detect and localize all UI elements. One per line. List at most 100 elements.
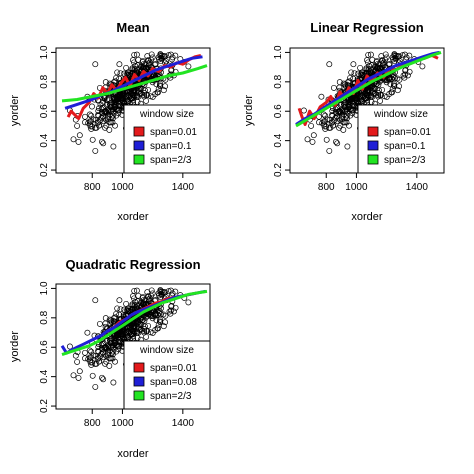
scatter-point xyxy=(154,311,161,318)
scatter-point xyxy=(169,56,175,63)
scatter-point xyxy=(139,57,146,64)
scatter-point xyxy=(406,68,413,75)
scatter-point xyxy=(391,51,398,58)
legend-label: span=0.01 xyxy=(150,363,197,374)
y-axis-label: yorder xyxy=(243,95,255,127)
scatter-point xyxy=(321,118,328,125)
scatter-point xyxy=(101,345,108,351)
scatter-point xyxy=(82,355,88,362)
y-tick-label: 0.6 xyxy=(39,104,50,118)
x-axis-label: xorder xyxy=(117,211,149,223)
scatter-point xyxy=(185,63,192,70)
scatter-point xyxy=(116,61,123,68)
scatter-point xyxy=(396,83,403,90)
legend-swatch xyxy=(133,376,145,387)
scatter-point xyxy=(375,81,382,88)
scatter-point xyxy=(342,99,349,106)
legend-title: window size xyxy=(139,109,194,120)
scatter-point xyxy=(131,51,138,58)
scatter-point xyxy=(106,119,113,126)
scatter-point xyxy=(76,368,83,375)
scatter-point xyxy=(368,62,375,69)
scatter-point xyxy=(139,293,146,300)
scatter-point xyxy=(167,310,174,317)
scatter-point xyxy=(133,51,140,58)
scatter-point xyxy=(394,87,401,94)
legend-label: span=0.01 xyxy=(384,127,431,138)
legend-swatch xyxy=(133,126,145,137)
scatter-point xyxy=(141,92,147,98)
series-line-span-0-1 xyxy=(64,55,203,110)
legend-label: span=2/3 xyxy=(150,391,192,402)
scatter-point xyxy=(70,372,77,379)
panel-2: Linear Regression 800 1000 1400 0.2 0.4 0.6 0.8… xyxy=(243,20,445,223)
scatter-point xyxy=(149,93,156,100)
scatter-point xyxy=(111,106,118,112)
scatter-point xyxy=(160,323,167,330)
scatter-point xyxy=(95,112,102,118)
scatter-point xyxy=(87,354,94,361)
scatter-point xyxy=(140,60,147,67)
panel-1: Mean 800 1000 1400 0.2 0.4 0.6 0.8 1.0 xorder yord… xyxy=(9,20,211,223)
panel-title: Mean xyxy=(116,20,149,35)
scatter-point xyxy=(364,89,371,96)
scatter-point xyxy=(157,311,164,318)
scatter-point xyxy=(143,97,150,104)
scatter-point xyxy=(383,93,390,100)
scatter-point xyxy=(117,306,124,313)
scatter-point xyxy=(344,143,351,150)
y-tick-label: 0.8 xyxy=(39,74,50,88)
scatter-point xyxy=(101,95,108,102)
scatter-point xyxy=(105,343,111,350)
x-tick-label: 800 xyxy=(318,182,335,193)
scatter-point xyxy=(340,126,347,133)
legend-label: span=2/3 xyxy=(150,155,192,166)
scatter-point xyxy=(147,93,154,100)
scatter-point xyxy=(402,67,409,73)
scatter-point xyxy=(89,136,96,143)
scatter-point xyxy=(100,376,107,383)
scatter-point xyxy=(320,111,327,118)
scatter-point xyxy=(388,75,395,82)
x-tick-label: 1400 xyxy=(172,182,195,193)
x-axis-label: xorder xyxy=(351,211,383,223)
scatter-point xyxy=(316,119,322,126)
scatter-point xyxy=(336,115,342,122)
scatter-point xyxy=(391,75,398,82)
scatter-point xyxy=(102,115,108,122)
scatter-point xyxy=(98,108,105,115)
scatter-point xyxy=(139,317,146,324)
scatter-point xyxy=(364,86,371,93)
scatter-point xyxy=(354,92,360,99)
scatter-point xyxy=(113,98,120,105)
scatter-point xyxy=(110,143,117,150)
scatter-point xyxy=(111,342,118,348)
scatter-point xyxy=(143,92,150,99)
scatter-point xyxy=(162,83,169,90)
scatter-point xyxy=(326,61,333,68)
legend: window size span=0.01 span=0.1 span=2/3 xyxy=(357,104,445,174)
scatter-point xyxy=(185,299,192,306)
scatter-point xyxy=(329,112,336,118)
scatter-point xyxy=(95,119,102,125)
legend-label: span=0.1 xyxy=(150,141,192,152)
y-axis-label: yorder xyxy=(9,95,21,127)
scatter-point xyxy=(84,329,91,336)
scatter-point xyxy=(92,383,99,390)
scatter-point xyxy=(130,322,137,329)
scatter-point xyxy=(74,358,81,365)
scatter-point xyxy=(373,57,380,64)
y-tick-label: 0.2 xyxy=(39,399,50,413)
x-axis-label: xorder xyxy=(117,448,149,460)
scatter-point xyxy=(156,56,163,63)
y-tick-label: 0.8 xyxy=(39,310,50,324)
scatter-point xyxy=(130,328,137,335)
scatter-point xyxy=(145,293,152,300)
scatter-point xyxy=(330,84,337,91)
scatter-point xyxy=(113,334,120,341)
scatter-point xyxy=(104,337,111,343)
legend-swatch xyxy=(133,154,145,165)
scatter-point xyxy=(108,335,115,342)
scatter-point xyxy=(140,296,147,303)
